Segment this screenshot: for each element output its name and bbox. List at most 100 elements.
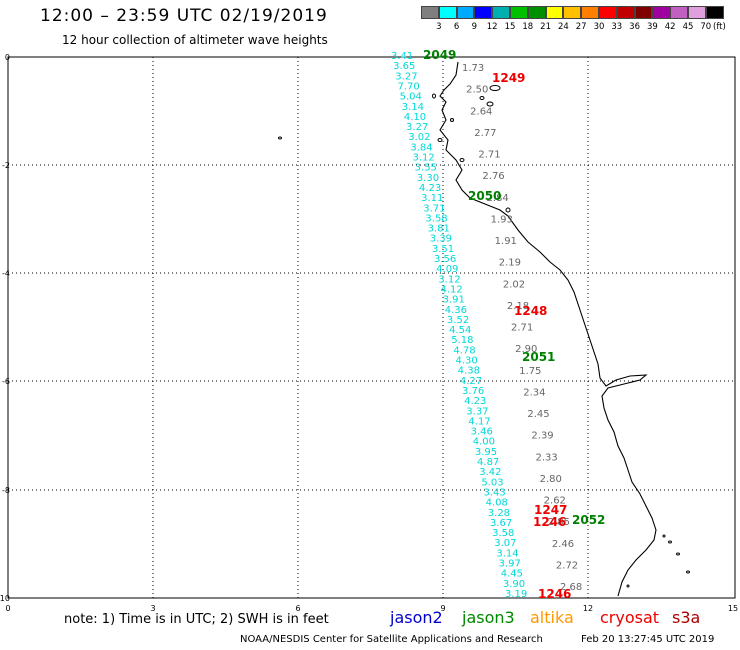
swh-value-cyan: 4.09 — [436, 264, 458, 275]
legend-swatch — [598, 6, 617, 19]
island — [450, 118, 454, 122]
y-tick-label: -4 — [2, 269, 10, 278]
credit-line: NOAA/NESDIS Center for Satellite Applica… — [240, 634, 543, 645]
legend-label: 24 — [557, 22, 569, 32]
swh-value-cyan: 4.38 — [458, 366, 480, 377]
legend-swatch — [545, 6, 564, 19]
swh-value-cyan: 3.14 — [402, 102, 424, 113]
y-tick-label: -8 — [2, 486, 10, 495]
swh-value-cyan: 3.58 — [425, 213, 447, 224]
swh-value-cyan: 4.30 — [456, 356, 478, 367]
swh-value-gray: 2.90 — [515, 344, 537, 355]
swh-value-cyan: 3.07 — [494, 538, 516, 549]
legend-label: 39 — [646, 22, 658, 32]
swh-value-cyan: 3.91 — [443, 295, 465, 306]
pass-number-green: 2050 — [468, 189, 501, 203]
swh-value-cyan: 3.02 — [408, 132, 430, 143]
island — [278, 136, 282, 140]
swh-value-cyan: 3.81 — [428, 224, 450, 235]
swh-value-cyan: 3.55 — [415, 163, 437, 174]
island — [437, 138, 443, 142]
x-tick-label: 0 — [5, 604, 10, 613]
legend-label: 70 — [700, 22, 712, 32]
swh-value-gray: 2.84 — [487, 193, 509, 204]
swh-value-gray: 2.62 — [544, 496, 566, 507]
swh-value-gray: 2.72 — [556, 560, 578, 571]
swh-value-cyan: 3.28 — [488, 508, 510, 519]
y-tick-label: -2 — [2, 161, 10, 170]
legend-label: 36 — [629, 22, 641, 32]
swh-value-cyan: 4.23 — [464, 396, 486, 407]
swh-value-cyan: 3.42 — [479, 467, 501, 478]
legend-label: 15 — [504, 22, 516, 32]
swh-value-gray: 2.77 — [474, 128, 496, 139]
swh-value-gray: 2.76 — [482, 171, 504, 182]
swh-value-gray: 1.73 — [462, 63, 484, 74]
swh-value-cyan: 3.12 — [438, 274, 460, 285]
legend-swatch — [421, 6, 439, 19]
color-scale-labels: 3 6 9 12 15 18 21 24 27 30 33 36 39 42 45 70 — [421, 22, 740, 34]
swh-value-cyan: 4.54 — [449, 325, 471, 336]
y-tick-label: -6 — [2, 377, 10, 386]
island — [686, 570, 690, 574]
swh-value-cyan: 3.46 — [471, 427, 493, 438]
x-tick-label: 12 — [583, 604, 593, 613]
legend-swatch — [670, 6, 688, 19]
pass-number-green: 2049 — [423, 48, 456, 62]
swh-value-gray: 2.80 — [540, 474, 562, 485]
island — [626, 584, 630, 588]
swh-value-cyan: 3.19 — [505, 589, 527, 600]
swh-value-cyan: 3.67 — [490, 518, 512, 529]
swh-value-cyan: 5.18 — [451, 335, 473, 346]
swh-value-cyan: 3.12 — [413, 153, 435, 164]
x-tick-label: 15 — [728, 604, 738, 613]
x-tick-label: 9 — [440, 604, 445, 613]
legend-label: 9 — [471, 22, 478, 32]
pass-number-red: 1247 — [534, 503, 567, 517]
satellite-label-s3a: s3a — [672, 608, 701, 627]
island — [662, 534, 666, 538]
island — [486, 101, 494, 107]
swh-value-cyan: 4.36 — [445, 305, 467, 316]
legend-swatch — [474, 6, 493, 19]
swh-value-gray: 2.64 — [470, 106, 492, 117]
legend-swatch — [652, 6, 671, 19]
legend-label: 33 — [611, 22, 623, 32]
swh-value-cyan: 4.23 — [419, 183, 441, 194]
legend-swatch — [687, 6, 706, 19]
swh-value-cyan: 3.41 — [391, 51, 413, 62]
swh-value-cyan: 3.43 — [483, 487, 505, 498]
legend-label: 12 — [486, 22, 498, 32]
y-tick-label: 0 — [5, 53, 10, 62]
legend-swatch — [492, 6, 510, 19]
satellite-label-altika: altika — [530, 608, 574, 627]
swh-value-cyan: 3.84 — [410, 142, 432, 153]
pass-number-red: 1249 — [492, 71, 525, 85]
swh-value-cyan: 4.00 — [473, 437, 495, 448]
swh-value-gray: 2.02 — [503, 279, 525, 290]
swh-value-gray: 2.71 — [511, 323, 533, 334]
legend-swatch — [527, 6, 546, 19]
swh-value-cyan: 4.78 — [453, 345, 475, 356]
swh-value-gray: 2.68 — [560, 582, 582, 593]
swh-value-cyan: 4.17 — [468, 416, 490, 427]
swh-value-cyan: 3.76 — [462, 386, 484, 397]
island — [676, 552, 680, 556]
legend-label: 21 — [540, 22, 552, 32]
island — [479, 96, 485, 100]
satellite-label-jason3: jason3 — [462, 608, 515, 627]
island — [432, 93, 436, 99]
legend-unit: (ft) — [713, 22, 726, 32]
swh-value-gray: 2.46 — [552, 539, 574, 550]
swh-value-cyan: 3.37 — [466, 406, 488, 417]
swh-value-gray: 1.93 — [491, 214, 513, 225]
swh-value-gray: 2.85 — [548, 517, 570, 528]
swh-value-cyan: 3.95 — [475, 447, 497, 458]
legend-swatch — [438, 6, 457, 19]
legend-label: 45 — [682, 22, 694, 32]
swh-value-cyan: 5.04 — [400, 92, 422, 103]
swh-value-gray: 1.91 — [495, 236, 517, 247]
swh-value-gray: 2.39 — [531, 431, 553, 442]
coastline — [439, 61, 657, 597]
